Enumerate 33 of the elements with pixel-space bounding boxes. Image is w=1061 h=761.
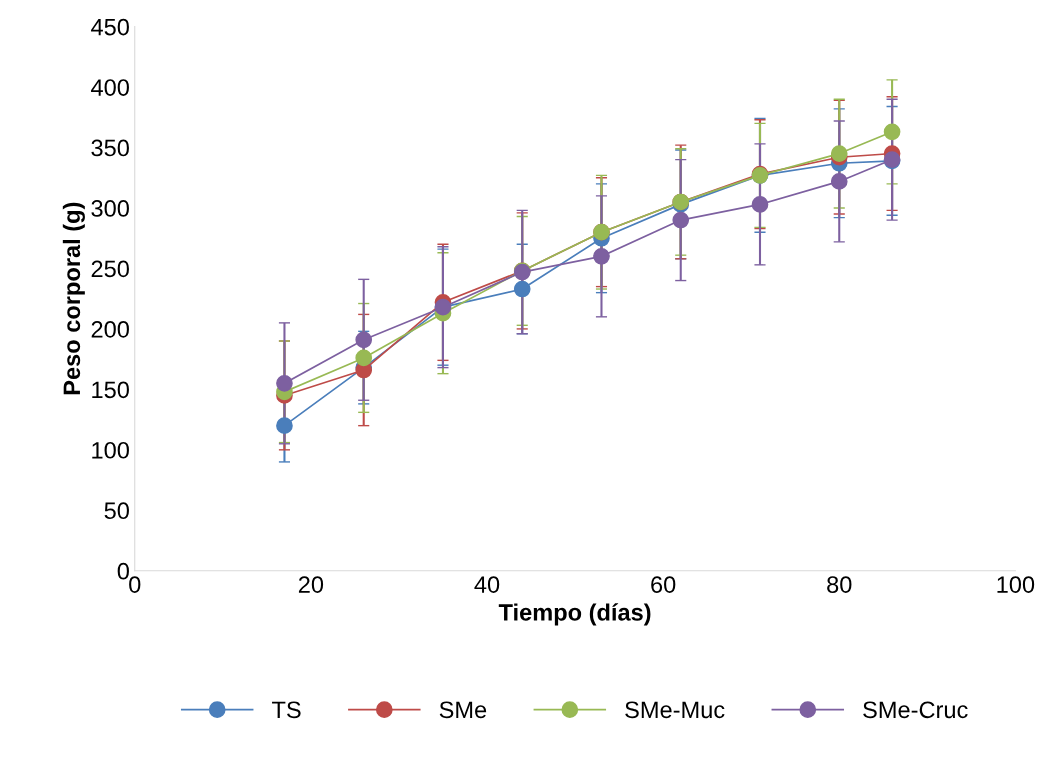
x-tick-label: 100 (997, 576, 1035, 593)
y-tick-label: 50 (104, 502, 129, 520)
point (593, 248, 610, 265)
legend-label: SMe (439, 701, 487, 719)
x-tick-label: 60 (651, 576, 676, 593)
point (513, 280, 531, 298)
y-tick-label: 250 (91, 260, 129, 278)
y-tick-label: 300 (91, 200, 129, 217)
point (672, 211, 690, 229)
y-tick-label: 350 (91, 139, 129, 157)
point (276, 417, 293, 434)
x-tick-label: 80 (827, 576, 852, 593)
point (276, 374, 293, 392)
y-tick-label: 150 (92, 381, 129, 399)
y-tick-label: 0 (117, 562, 129, 580)
point (355, 331, 373, 349)
y-tick-label: 200 (91, 320, 129, 338)
x-tick-label: 0 (129, 576, 141, 593)
legend-label: TS (272, 701, 301, 719)
legend-label: SMe-Cruc (863, 701, 968, 719)
y-tick-label: 450 (91, 18, 129, 36)
x-tick-label: 40 (474, 576, 500, 593)
point (830, 145, 848, 162)
x-axis-title: Tiempo (días) (498, 603, 651, 626)
y-axis-title: Peso corporal (g) (62, 202, 85, 395)
y-tick-label: 400 (91, 79, 129, 96)
point (751, 196, 769, 213)
legend-label: SMe-Muc (625, 701, 725, 719)
point (355, 349, 373, 367)
x-tick-label: 20 (298, 576, 324, 593)
point (830, 173, 848, 190)
point (883, 123, 901, 141)
y-tick-label: 100 (92, 441, 129, 459)
